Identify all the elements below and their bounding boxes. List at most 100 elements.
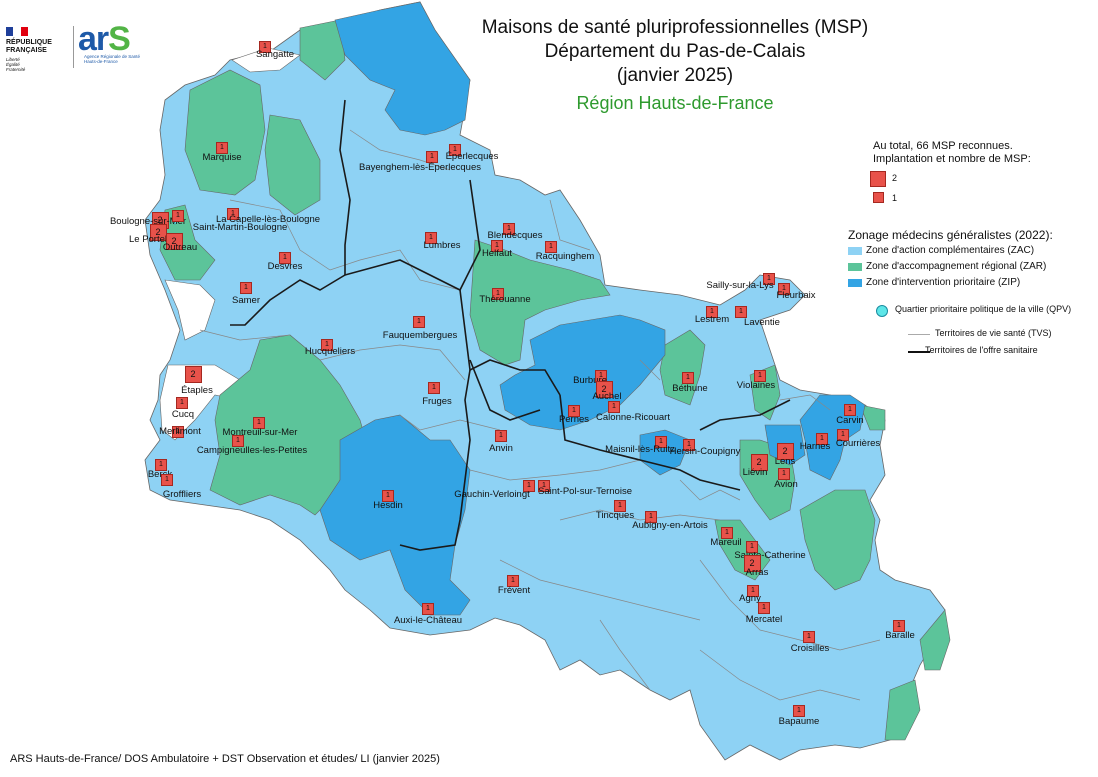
- region-subtitle: Région Hauts-de-France: [576, 93, 774, 113]
- legend-count-2: 2: [892, 173, 898, 183]
- legend-zar-label: Zone d'accompagnement régional (ZAR): [866, 261, 1047, 272]
- msp-marker: 1: [655, 436, 667, 448]
- msp-marker: 1: [746, 541, 758, 553]
- legend-zoning-title: Zonage médecins généralistes (2022):: [848, 228, 1053, 242]
- legend-tos-label: Territoires de l'offre sanitaire: [925, 345, 1038, 355]
- ars-logo-word-a: ar: [78, 20, 109, 58]
- msp-marker: 1: [449, 144, 461, 156]
- msp-marker: 1: [172, 210, 184, 222]
- zar-areas: [159, 19, 951, 741]
- msp-marker: 1: [844, 404, 856, 416]
- msp-marker: 1: [491, 240, 503, 252]
- legend-zip-label: Zone d'intervention prioritaire (ZIP): [866, 277, 1021, 288]
- msp-marker: 1: [422, 603, 434, 615]
- msp-marker: 1: [503, 223, 515, 235]
- legend-zar-swatch: [848, 263, 862, 271]
- ars-logo-subtitle: Agence Régionale de Santé Hauts-de-Franc…: [84, 54, 141, 64]
- msp-marker: 1: [803, 631, 815, 643]
- title-line-3: (janvier 2025): [616, 65, 734, 86]
- legend-zac-swatch: [848, 247, 862, 255]
- msp-marker: 1: [216, 142, 228, 154]
- legend-tvs-label: Territoires de vie santé (TVS): [935, 328, 1052, 338]
- msp-marker: 1: [428, 382, 440, 394]
- msp-marker: 1: [758, 602, 770, 614]
- map-title: Maisons de santé pluriprofessionnelles (…: [480, 16, 870, 115]
- republique-motto: Liberté Égalité Fraternité: [6, 57, 26, 72]
- msp-marker: 1: [538, 480, 550, 492]
- legend-qpv-icon: [876, 305, 888, 317]
- msp-marker: 1: [425, 232, 437, 244]
- zip-areas: [319, 1, 866, 616]
- legend-count-1: 1: [892, 193, 898, 203]
- msp-marker: 2: [743, 554, 761, 572]
- msp-marker: 1: [608, 401, 620, 413]
- title-line-2: Département du Pas-de-Calais: [544, 41, 806, 62]
- legend-tvs-line: [908, 334, 930, 335]
- msp-marker: 1: [747, 585, 759, 597]
- msp-marker: 1: [778, 283, 790, 295]
- msp-marker: 1: [240, 282, 252, 294]
- msp-marker: 2: [595, 380, 613, 398]
- msp-marker: 1: [683, 439, 695, 451]
- msp-marker: 1: [816, 433, 828, 445]
- legend-zip-swatch: [848, 279, 862, 287]
- ars-logo-word-b: S: [108, 20, 131, 58]
- republique-line-2: FRANÇAISE: [6, 47, 47, 54]
- msp-marker: 1: [279, 252, 291, 264]
- legend-msp-2-icon: [870, 171, 886, 187]
- tos-boundaries: [230, 99, 791, 551]
- msp-marker: 1: [495, 430, 507, 442]
- legend-total-line-2: Implantation et nombre de MSP:: [873, 153, 1031, 165]
- coast-gap: [164, 279, 216, 341]
- coast-gap: [159, 364, 241, 441]
- logo-separator: [73, 26, 74, 68]
- msp-marker: 1: [735, 306, 747, 318]
- msp-marker: 1: [763, 273, 775, 285]
- msp-marker: 1: [232, 435, 244, 447]
- msp-marker: 1: [426, 151, 438, 163]
- msp-marker: 1: [321, 339, 333, 351]
- msp-marker: 1: [721, 527, 733, 539]
- msp-marker: 1: [645, 511, 657, 523]
- msp-marker: 1: [227, 208, 239, 220]
- republique-francaise-logo: RÉPUBLIQUE FRANÇAISE Liberté Égalité Fra…: [6, 27, 52, 72]
- msp-marker: 1: [492, 288, 504, 300]
- msp-marker: 1: [778, 468, 790, 480]
- msp-marker: 1: [545, 241, 557, 253]
- source-footer: ARS Hauts-de-France/ DOS Ambulatoire + D…: [10, 753, 440, 765]
- msp-marker: 1: [793, 705, 805, 717]
- msp-marker: 1: [413, 316, 425, 328]
- msp-marker: 2: [750, 453, 768, 471]
- msp-marker: 1: [382, 490, 394, 502]
- msp-marker: 1: [893, 620, 905, 632]
- legend-tos-line: [908, 351, 930, 353]
- ars-logo: arS Agence Régionale de Santé Hauts-de-F…: [78, 20, 140, 64]
- legend-msp-1-icon: [873, 192, 884, 203]
- msp-marker: 1: [172, 426, 184, 438]
- msp-marker: 1: [507, 575, 519, 587]
- msp-marker: 1: [754, 370, 766, 382]
- legend-total-line-1: Au total, 66 MSP reconnues.: [873, 140, 1013, 152]
- msp-marker: 1: [155, 459, 167, 471]
- msp-marker: 2: [165, 232, 183, 250]
- ars-logo-word: arS: [78, 20, 131, 58]
- msp-marker: 1: [706, 306, 718, 318]
- msp-marker: 1: [837, 429, 849, 441]
- legend-qpv-label: Quartier prioritaire politique de la vil…: [895, 304, 1072, 314]
- msp-marker: 2: [776, 442, 794, 460]
- msp-marker: 1: [176, 397, 188, 409]
- legend-zac-label: Zone d'action complémentaires (ZAC): [866, 245, 1035, 256]
- msp-marker: 1: [161, 474, 173, 486]
- msp-marker: 1: [682, 372, 694, 384]
- title-line-1: Maisons de santé pluriprofessionnelles (…: [481, 17, 869, 38]
- msp-marker: 1: [614, 500, 626, 512]
- msp-marker: 1: [253, 417, 265, 429]
- msp-marker: 1: [259, 41, 271, 53]
- msp-marker: 1: [523, 480, 535, 492]
- msp-marker: 2: [184, 365, 202, 383]
- french-flag-icon: [6, 27, 28, 36]
- msp-marker: 1: [568, 405, 580, 417]
- msp-marker: 2: [149, 223, 167, 241]
- republique-line-1: RÉPUBLIQUE: [6, 39, 52, 46]
